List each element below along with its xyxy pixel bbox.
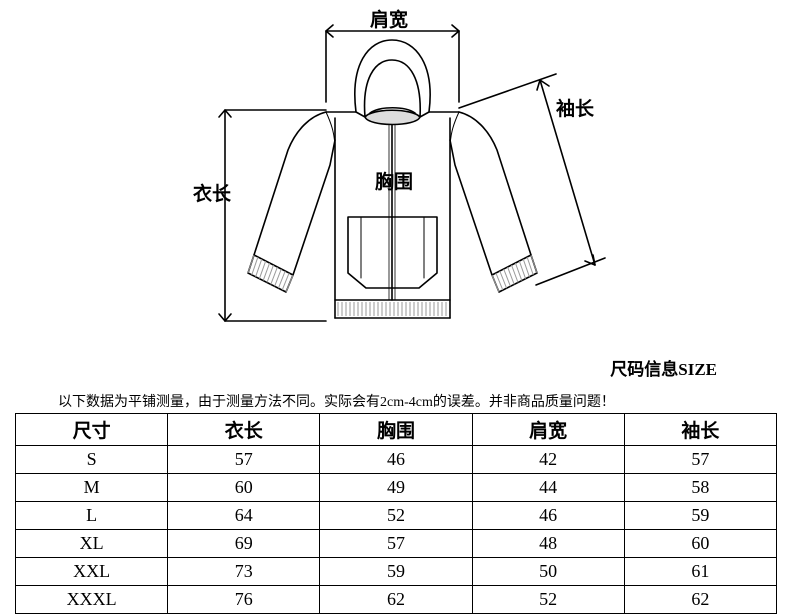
table-cell: 46 <box>320 446 472 474</box>
table-cell: 57 <box>168 446 320 474</box>
table-cell: 42 <box>472 446 624 474</box>
table-cell: XXL <box>16 558 168 586</box>
col-header: 肩宽 <box>472 414 624 446</box>
table-cell: 69 <box>168 530 320 558</box>
size-info-title: 尺码信息SIZE <box>610 355 717 380</box>
table-cell: 73 <box>168 558 320 586</box>
size-table-wrap: 尺寸衣长胸围肩宽袖长 S57464257M60494458L64524659XL… <box>15 413 777 614</box>
table-cell: 52 <box>320 502 472 530</box>
table-cell: 58 <box>624 474 776 502</box>
table-row: XXL73595061 <box>16 558 777 586</box>
table-cell: 64 <box>168 502 320 530</box>
col-header: 尺寸 <box>16 414 168 446</box>
table-cell: 52 <box>472 586 624 614</box>
table-body: S57464257M60494458L64524659XL69574860XXL… <box>16 446 777 614</box>
table-row: L64524659 <box>16 502 777 530</box>
table-cell: 60 <box>168 474 320 502</box>
table-cell: M <box>16 474 168 502</box>
table-cell: XL <box>16 530 168 558</box>
table-cell: 61 <box>624 558 776 586</box>
table-cell: 50 <box>472 558 624 586</box>
table-cell: 44 <box>472 474 624 502</box>
table-cell: 59 <box>624 502 776 530</box>
col-header: 袖长 <box>624 414 776 446</box>
col-header: 衣长 <box>168 414 320 446</box>
table-cell: 48 <box>472 530 624 558</box>
table-cell: XXXL <box>16 586 168 614</box>
table-cell: 46 <box>472 502 624 530</box>
col-header: 胸围 <box>320 414 472 446</box>
table-row: S57464257 <box>16 446 777 474</box>
table-cell: S <box>16 446 168 474</box>
table-row: XL69574860 <box>16 530 777 558</box>
table-cell: 59 <box>320 558 472 586</box>
table-cell: 49 <box>320 474 472 502</box>
table-cell: L <box>16 502 168 530</box>
table-row: M60494458 <box>16 474 777 502</box>
size-table: 尺寸衣长胸围肩宽袖长 S57464257M60494458L64524659XL… <box>15 413 777 614</box>
table-cell: 57 <box>624 446 776 474</box>
table-cell: 76 <box>168 586 320 614</box>
measurement-note: 以下数据为平铺测量，由于测量方法不同。实际会有2cm-4cm的误差。并非商品质量… <box>58 391 615 411</box>
table-cell: 62 <box>624 586 776 614</box>
table-cell: 62 <box>320 586 472 614</box>
hoodie-svg <box>0 0 792 370</box>
table-row: XXXL76625262 <box>16 586 777 614</box>
table-header-row: 尺寸衣长胸围肩宽袖长 <box>16 414 777 446</box>
table-cell: 57 <box>320 530 472 558</box>
table-cell: 60 <box>624 530 776 558</box>
hoodie-diagram: 肩宽 胸围 衣长 袖长 <box>0 0 792 370</box>
